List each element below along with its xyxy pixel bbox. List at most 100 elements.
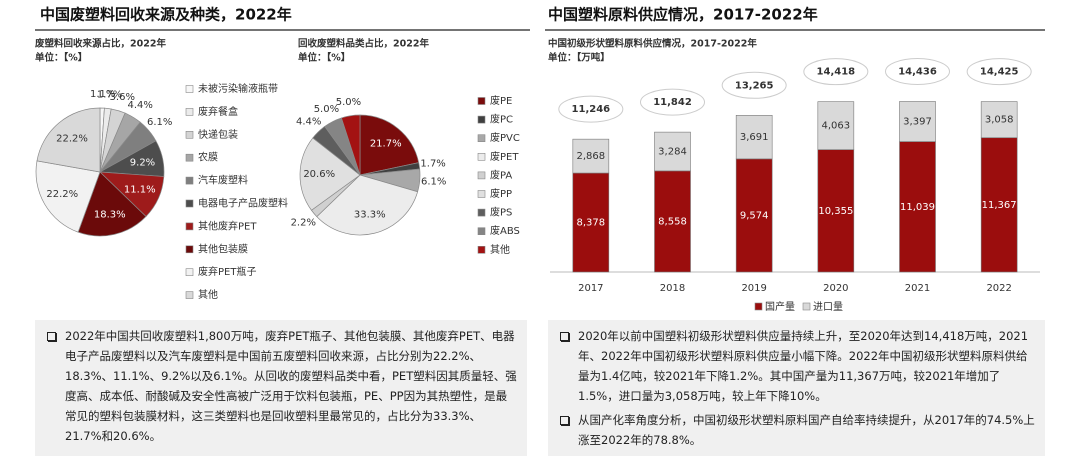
- total-label: 13,265: [735, 80, 774, 91]
- total-bubble: [558, 95, 624, 123]
- unit-label: 单位：【%】: [298, 52, 350, 64]
- pie-slice: [35, 160, 101, 233]
- total-label: 11,246: [572, 104, 611, 115]
- legend-label: 废PC: [490, 113, 513, 126]
- bar-segment: [980, 101, 1018, 139]
- x-tick-label: 2021: [905, 283, 930, 294]
- legend-swatch: [185, 131, 194, 139]
- pie-slice: [359, 114, 420, 176]
- total-label: 14,418: [817, 67, 856, 78]
- slice-label: 20.6%: [303, 169, 335, 180]
- slice-label: 1.1%: [90, 89, 115, 100]
- legend-label: 废弃PET瓶子: [198, 265, 256, 278]
- bar-value-label: 10,355: [818, 206, 853, 217]
- legend-label: 废PP: [490, 187, 512, 200]
- bar-value-label: 8,558: [658, 216, 687, 227]
- legend-label: 国产量: [765, 300, 795, 313]
- total-bubble: [885, 57, 950, 85]
- slice-label: 6.1%: [421, 177, 446, 188]
- legend-label: 废PE: [490, 94, 512, 107]
- total-label: 14,425: [980, 67, 1019, 78]
- pie-slice: [316, 174, 419, 236]
- legend-swatch: [477, 171, 486, 180]
- chart-title: 回收废塑料品类占比，2022年: [298, 38, 429, 50]
- total-bubble: [803, 58, 869, 86]
- bar-value-label: 3,397: [903, 117, 932, 128]
- bar-value-label: 3,691: [740, 132, 769, 143]
- bar-value-label: 8,378: [577, 218, 606, 229]
- legend-swatch: [477, 227, 486, 235]
- chart-title: 废塑料回收来源占比，2022年: [35, 38, 166, 50]
- bar-segment: [817, 149, 855, 273]
- legend-swatch: [185, 268, 194, 277]
- legend-swatch: [185, 291, 194, 299]
- total-label: 14,436: [898, 66, 937, 77]
- bar-value-label: 11,367: [982, 200, 1017, 211]
- slice-label: 18.3%: [94, 209, 126, 220]
- x-tick-label: 2020: [823, 283, 848, 294]
- pie-slice: [36, 107, 101, 173]
- legend-label: 快递包装: [198, 128, 238, 141]
- notes-box: 2022年中国共回收废塑料1,800万吨，废弃PET瓶子、其他包装膜、其他废弃P…: [35, 320, 527, 456]
- slice-label: 2.2%: [291, 218, 316, 229]
- legend-label: 其他: [490, 243, 510, 256]
- slice-label: 5.0%: [336, 97, 361, 108]
- legend-swatch: [477, 246, 486, 254]
- pie-slice: [299, 137, 361, 211]
- legend-label: 废ABS: [490, 224, 520, 237]
- bar-segment: [654, 170, 691, 273]
- legend-label: 废PET: [490, 150, 519, 163]
- total-bubble: [640, 88, 705, 116]
- legend-swatch: [477, 115, 486, 124]
- bar-segment: [980, 137, 1018, 273]
- note: 2022年中国共回收废塑料1,800万吨，废弃PET瓶子、其他包装膜、其他废弃P…: [45, 326, 517, 446]
- slice-label: 3.6%: [110, 92, 135, 103]
- slice-label: 33.3%: [354, 210, 386, 221]
- slice-label: 22.2%: [46, 189, 78, 200]
- legend-swatch: [185, 108, 194, 116]
- slice-label: 1.7%: [420, 159, 445, 170]
- legend-label: 其他废弃PET: [198, 219, 257, 232]
- bar-segment: [817, 101, 855, 150]
- legend-swatch: [477, 134, 486, 142]
- slice-label: 22.2%: [56, 134, 88, 145]
- slice-label: 9.2%: [130, 158, 155, 169]
- legend-label: 废弃餐盒: [198, 105, 238, 118]
- pie-slice: [77, 171, 147, 237]
- legend-label: 进口量: [813, 301, 843, 313]
- bar-segment: [899, 141, 936, 273]
- note: 从国产化率角度分析，中国初级形状塑料原料国产自给率持续提升，从2017年的74.…: [558, 410, 1035, 450]
- bar-value-label: 11,039: [900, 202, 935, 213]
- legend-swatch: [185, 176, 194, 185]
- chart-title: 中国初级形状塑料原料供应情况，2017-2022年: [548, 38, 757, 50]
- slice-label: 4.4%: [127, 100, 152, 111]
- legend-swatch: [477, 153, 486, 161]
- legend-swatch: [802, 302, 811, 311]
- note: 2020年以前中国塑料初级形状塑料供应量持续上升，至2020年达到14,418万…: [558, 326, 1035, 406]
- legend-swatch: [185, 153, 194, 162]
- legend-label: 汽车废塑料: [198, 174, 248, 187]
- slice-label: 11.1%: [124, 185, 156, 196]
- charts: 中国废塑料回收来源及种类，2022年 中国塑料原料供应情况，2017-2022年…: [35, 6, 1045, 313]
- legend-swatch: [477, 208, 486, 217]
- legend-swatch: [477, 97, 486, 105]
- total-bubble: [966, 58, 1032, 86]
- slice-label: 21.7%: [370, 138, 402, 149]
- legend-label: 其他: [198, 288, 218, 301]
- legend-label: 未被污染输液瓶带: [198, 82, 278, 95]
- legend-swatch: [185, 199, 194, 208]
- legend-label: 其他包装膜: [198, 242, 248, 255]
- legend-swatch: [185, 222, 194, 231]
- legend-swatch: [754, 302, 763, 311]
- total-label: 11,842: [653, 97, 692, 108]
- bar-segment: [572, 172, 610, 273]
- slice-label: 4.4%: [296, 117, 321, 128]
- legend-label: 电器电子产品废塑料: [198, 197, 288, 210]
- legend-label: 废PS: [490, 206, 512, 219]
- legend-swatch: [185, 85, 194, 93]
- pie-slice: [341, 114, 361, 176]
- bar-value-label: 9,574: [740, 210, 769, 221]
- left-title: 中国废塑料回收来源及种类，2022年: [40, 6, 292, 24]
- bar-segment: [735, 115, 773, 160]
